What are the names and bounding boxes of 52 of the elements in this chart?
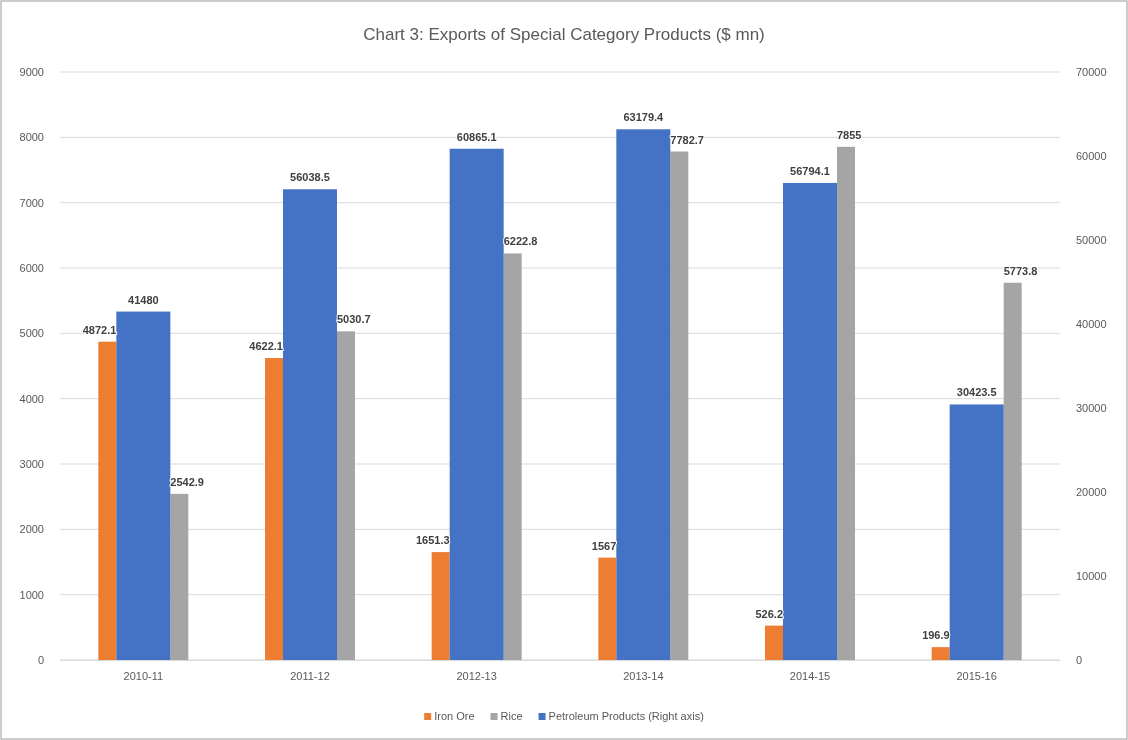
data-label: 30423.5 xyxy=(956,386,997,399)
x-tick-label: 2010-11 xyxy=(123,669,164,682)
data-label: 4872.1 xyxy=(82,323,117,336)
y2-tick-label: 10000 xyxy=(1076,570,1107,583)
data-label: 63179.4 xyxy=(623,111,665,124)
y-tick-label: 7000 xyxy=(19,196,44,209)
x-tick-label: 2015-16 xyxy=(956,669,997,682)
data-label: 56794.1 xyxy=(790,164,830,177)
y-tick-label: 8000 xyxy=(19,131,44,144)
data-label: 2542.9 xyxy=(170,475,204,488)
legend-label: Iron Ore xyxy=(434,710,475,722)
bar xyxy=(265,358,283,660)
data-label: 5773.8 xyxy=(1003,264,1038,277)
bar xyxy=(170,493,189,660)
data-label: 7855 xyxy=(837,128,862,141)
data-label: 1651.3 xyxy=(416,534,450,547)
y2-tick-label: 50000 xyxy=(1076,234,1107,247)
x-tick-label: 2013-14 xyxy=(623,669,664,682)
y-tick-label: 0 xyxy=(37,654,44,667)
y-tick-label: 9000 xyxy=(19,66,44,79)
y2-tick-label: 60000 xyxy=(1076,150,1107,163)
legend-label: Rice xyxy=(500,710,523,722)
data-label: 7782.7 xyxy=(670,133,704,146)
y2-tick-label: 0 xyxy=(1076,654,1083,667)
bar xyxy=(931,647,950,660)
y-tick-label: 3000 xyxy=(19,458,44,471)
data-label: 196.9 xyxy=(922,629,950,642)
y-tick-label: 6000 xyxy=(19,262,44,275)
bar xyxy=(765,625,783,660)
x-tick-label: 2012-13 xyxy=(456,669,497,682)
y-tick-label: 2000 xyxy=(19,523,44,536)
y2-tick-label: 30000 xyxy=(1076,402,1107,415)
y2-tick-label: 70000 xyxy=(1076,66,1107,79)
y-tick-label: 4000 xyxy=(19,392,44,405)
data-label: 5030.7 xyxy=(337,313,371,326)
legend-label: Petroleum Products (Right axis) xyxy=(548,710,704,722)
data-label: 526.2 xyxy=(755,607,783,620)
bar xyxy=(598,557,617,660)
data-label: 41480 xyxy=(128,293,159,306)
x-tick-label: 2011-12 xyxy=(290,669,330,682)
data-label: 6222.8 xyxy=(503,235,538,248)
y-tick-label: 1000 xyxy=(19,588,44,601)
y-tick-label: 5000 xyxy=(19,327,44,340)
chart-title: Chart 3: Exports of Special Category Products ($ mn) xyxy=(363,25,765,44)
data-label: 4622.1 xyxy=(249,340,283,353)
bar xyxy=(431,552,450,660)
y2-tick-label: 40000 xyxy=(1076,318,1107,331)
data-label: 60865.1 xyxy=(456,130,497,143)
data-label: 56038.5 xyxy=(290,171,330,184)
y2-tick-label: 20000 xyxy=(1076,486,1107,499)
data-label: 1567 xyxy=(591,539,617,552)
x-tick-label: 2014-15 xyxy=(789,669,831,682)
